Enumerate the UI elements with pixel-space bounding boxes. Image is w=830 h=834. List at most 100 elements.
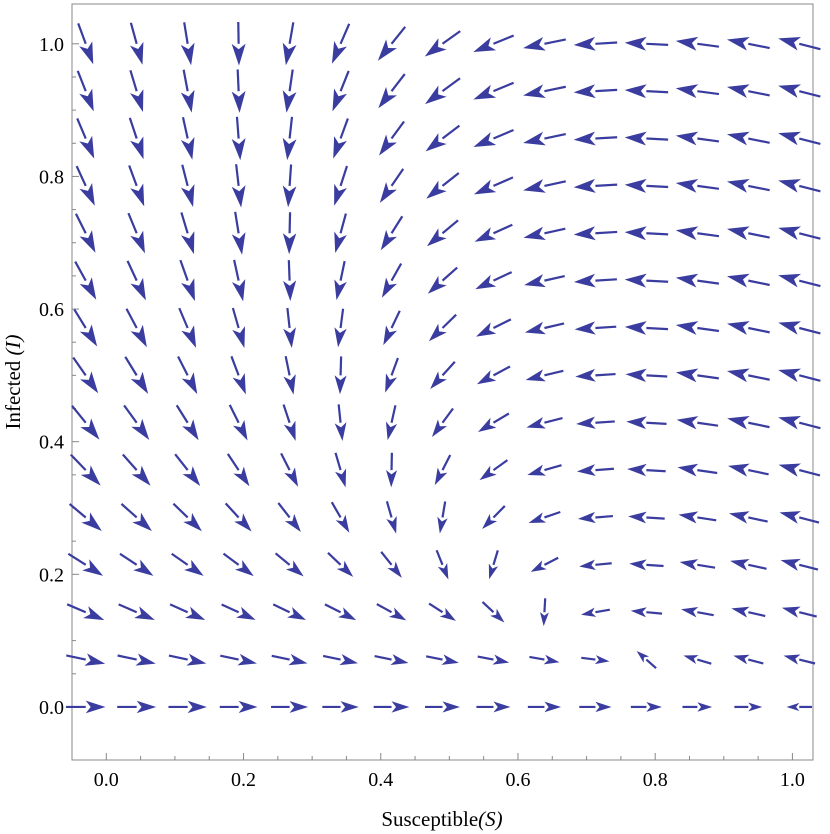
- arrow-shaft: [799, 184, 821, 193]
- vector-arrow: [624, 131, 669, 146]
- arrow-head: [439, 607, 456, 621]
- arrow-shaft: [119, 552, 138, 566]
- arrow-shaft: [799, 374, 821, 382]
- vector-arrow: [726, 321, 770, 335]
- arrow-shaft: [228, 404, 240, 424]
- vector-arrow: [226, 453, 250, 487]
- vector-arrow: [473, 129, 514, 148]
- arrow-shaft: [492, 365, 511, 377]
- arrow-head: [130, 136, 144, 160]
- arrow-shaft: [425, 655, 443, 661]
- vector-arrow: [675, 131, 720, 146]
- y-tick-label: 1.0: [39, 34, 64, 56]
- arrow-shaft: [646, 516, 665, 520]
- arrow-head: [625, 368, 647, 383]
- arrow-head: [187, 700, 207, 714]
- arrow-head: [675, 36, 699, 51]
- y-tick-label: 0.4: [39, 432, 64, 454]
- arrow-head: [727, 415, 750, 430]
- arrow-head: [283, 327, 296, 348]
- arrow-shaft: [697, 421, 719, 427]
- arrow-shaft: [236, 69, 240, 92]
- arrow-head: [282, 137, 297, 161]
- arrow-shaft: [441, 30, 461, 45]
- arrow-head: [629, 559, 647, 571]
- vector-arrow: [67, 552, 104, 576]
- arrow-head: [133, 559, 154, 576]
- arrow-shaft: [123, 404, 138, 424]
- arrow-shaft: [697, 469, 718, 475]
- vector-arrow: [374, 654, 409, 665]
- arrow-shaft: [441, 266, 458, 282]
- arrow-head: [530, 560, 547, 572]
- arrow-shaft: [543, 598, 547, 613]
- arrow-shaft: [334, 452, 342, 471]
- arrow-shaft: [646, 326, 669, 331]
- arrow-shaft: [330, 501, 342, 519]
- arrow-head: [539, 611, 549, 627]
- arrow-shaft: [697, 184, 720, 190]
- arrow-shaft: [441, 219, 459, 235]
- arrow-head: [238, 700, 258, 713]
- vector-arrow: [573, 131, 618, 146]
- vector-arrow: [120, 503, 152, 532]
- vector-arrow: [282, 116, 297, 161]
- arrow-head: [628, 511, 647, 524]
- arrow-shaft: [390, 168, 405, 187]
- arrow-shaft: [181, 164, 189, 187]
- arrow-head: [130, 371, 149, 394]
- arrow-head: [675, 226, 699, 241]
- arrow-shaft: [224, 502, 240, 519]
- vector-arrow: [726, 84, 770, 98]
- vector-arrow: [386, 452, 398, 488]
- arrow-head: [679, 559, 699, 571]
- arrow-shaft: [646, 90, 669, 94]
- vector-arrow: [733, 654, 764, 665]
- arrow-head: [624, 84, 647, 99]
- arrow-shaft: [595, 562, 612, 566]
- vector-arrow: [283, 307, 296, 348]
- arrow-head: [528, 512, 547, 523]
- arrow-head: [181, 278, 195, 302]
- arrow-shaft: [380, 551, 393, 566]
- arrow-shaft: [76, 70, 87, 92]
- vector-arrow: [783, 654, 816, 665]
- vector-arrow: [527, 464, 562, 476]
- x-tick-label: 0.6: [505, 769, 530, 791]
- vector-arrow: [334, 308, 347, 348]
- vector-arrow: [473, 176, 514, 195]
- arrow-head: [675, 273, 699, 288]
- arrow-shaft: [74, 261, 87, 282]
- vector-arrow: [625, 368, 668, 383]
- arrow-shaft: [697, 137, 720, 143]
- vector-arrow: [676, 416, 719, 430]
- arrow-head: [488, 563, 499, 580]
- vector-arrow: [76, 70, 94, 112]
- arrow-shaft: [493, 176, 514, 187]
- arrow-head: [646, 701, 662, 712]
- arrow-head: [334, 375, 347, 395]
- arrow-shaft: [581, 656, 596, 661]
- x-tick-label: 0.0: [94, 769, 119, 791]
- arrow-head: [778, 368, 802, 383]
- vector-arrow: [779, 511, 820, 524]
- vector-arrow: [726, 226, 770, 241]
- arrow-head: [232, 326, 246, 349]
- x-tick-label: 0.2: [231, 769, 256, 791]
- arrow-shaft: [277, 502, 291, 519]
- vector-arrow: [129, 22, 144, 65]
- arrow-shaft: [492, 412, 510, 424]
- vector-arrow: [528, 510, 561, 523]
- vector-arrow: [117, 700, 157, 714]
- arrow-shaft: [234, 211, 240, 234]
- vector-arrow: [334, 213, 347, 253]
- vector-arrow: [377, 26, 407, 61]
- vector-arrow: [675, 226, 720, 241]
- vector-arrow: [425, 654, 459, 665]
- arrow-head: [493, 701, 511, 713]
- vector-arrow: [778, 37, 821, 51]
- vector-arrow: [385, 405, 398, 441]
- y-tick-label: 0.0: [39, 697, 64, 719]
- arrow-shaft: [544, 227, 566, 235]
- arrow-shaft: [286, 307, 291, 329]
